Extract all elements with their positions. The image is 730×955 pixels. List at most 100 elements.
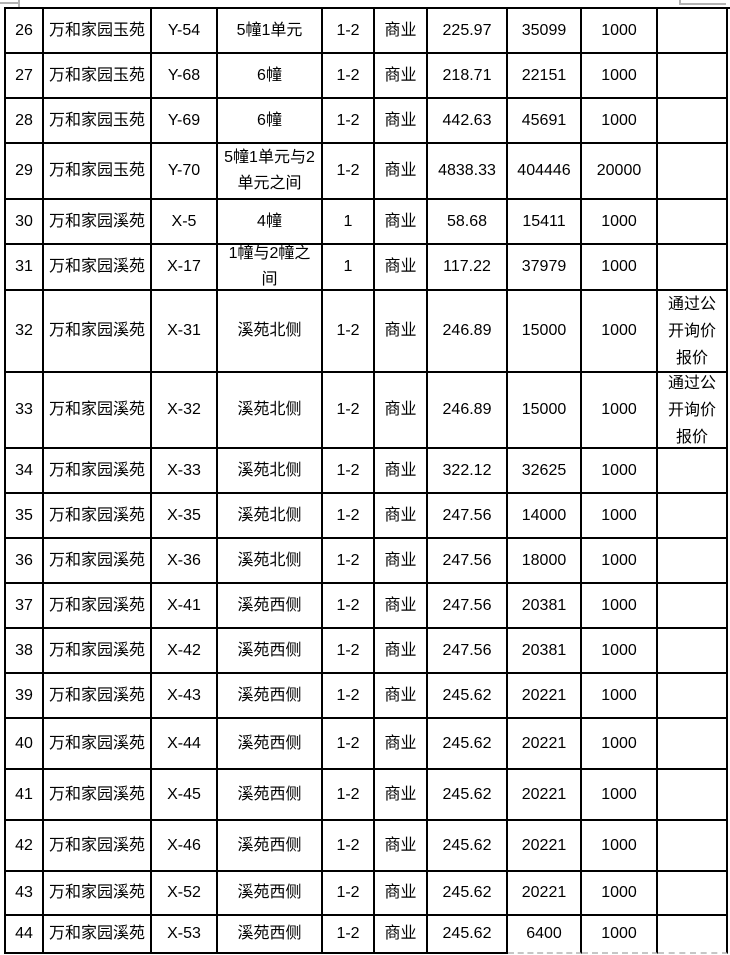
cell-amount: 18000 [508, 539, 582, 584]
cell-text: 溪苑北侧 [237, 551, 302, 569]
cell-text: 1000 [601, 506, 637, 524]
cell-text: 45691 [521, 111, 567, 129]
cell-location: 溪苑北侧 [218, 449, 323, 494]
cell-remark [658, 584, 728, 629]
cell-text: 6幢 [257, 111, 282, 129]
cell-text: 1-2 [336, 686, 360, 704]
cell-area-sqm: 58.68 [428, 200, 508, 245]
cell-text: X-52 [167, 884, 201, 901]
cell-usage-type: 商业 [375, 9, 428, 54]
cell-text: 万和家园溪苑 [48, 641, 145, 659]
cell-amount: 15411 [508, 200, 582, 245]
cell-text: 商业 [384, 641, 417, 659]
table-row: 27 万和家园玉苑 Y-68 6幢 1-2 商业 218.71 22151 1000 [6, 54, 730, 99]
cell-text: 245.62 [442, 836, 492, 854]
cell-text: 218.71 [442, 66, 492, 84]
cell-location: 溪苑北侧 [218, 494, 323, 539]
cell-text: 225.97 [442, 21, 492, 39]
cell-text: 1000 [601, 66, 637, 84]
cell-location: 溪苑西侧 [218, 674, 323, 719]
cell-price: 1000 [582, 245, 658, 291]
cell-text: 万和家园溪苑 [48, 596, 145, 614]
cell-location: 6幢 [218, 99, 323, 144]
cell-text: 20221 [521, 785, 567, 803]
cell-unit-code: Y-68 [152, 54, 218, 99]
cell-floor-range: 1 [323, 200, 375, 245]
cell-area-sqm: 245.62 [428, 719, 508, 770]
cell-text: 1-2 [336, 401, 360, 418]
cell-text: 1-2 [336, 785, 360, 803]
table-row: 36 万和家园溪苑 X-36 溪苑北侧 1-2 商业 247.56 18000 1000 [6, 539, 730, 584]
cell-remark [658, 494, 728, 539]
cell-text: X-17 [167, 258, 201, 275]
cell-area-sqm: 245.62 [428, 916, 508, 954]
cell-row-number: 26 [6, 9, 44, 54]
cell-text: 37979 [521, 258, 567, 275]
cell-usage-type: 商业 [375, 54, 428, 99]
cell-amount: 20221 [508, 674, 582, 719]
cell-text: 245.62 [442, 734, 492, 752]
cell-text: 1幢与2幢之间 [228, 245, 311, 288]
cell-floor-range: 1-2 [323, 539, 375, 584]
cell-area-sqm: 245.62 [428, 872, 508, 916]
cell-text: 38 [15, 641, 33, 659]
cell-amount: 20221 [508, 719, 582, 770]
cell-usage-type: 商业 [375, 584, 428, 629]
cell-remark [658, 54, 728, 99]
cell-price: 1000 [582, 872, 658, 916]
cell-floor-range: 1-2 [323, 99, 375, 144]
cell-estate-name: 万和家园溪苑 [44, 200, 152, 245]
cell-text: 溪苑西侧 [237, 836, 302, 854]
cell-unit-code: Y-54 [152, 9, 218, 54]
cell-text: 246.89 [442, 322, 492, 339]
cell-location: 溪苑西侧 [218, 821, 323, 872]
cell-row-number: 35 [6, 494, 44, 539]
cell-location: 1幢与2幢之间 [218, 245, 323, 291]
cell-estate-name: 万和家园玉苑 [44, 99, 152, 144]
cell-text: 溪苑西侧 [237, 686, 302, 704]
cell-text: 404446 [517, 162, 571, 179]
cell-price: 1000 [582, 719, 658, 770]
table-row: 26 万和家园玉苑 Y-54 5幢1单元 1-2 商业 225.97 35099 1000 [6, 9, 730, 54]
cell-text: 溪苑西侧 [237, 641, 302, 659]
cell-unit-code: X-45 [152, 770, 218, 821]
cell-area-sqm: 247.56 [428, 629, 508, 674]
cell-text: 5幢1单元与2单元之间 [224, 149, 315, 192]
cell-unit-code: X-36 [152, 539, 218, 584]
cell-row-number: 30 [6, 200, 44, 245]
cell-text: Y-69 [167, 111, 201, 129]
cell-text: 溪苑西侧 [237, 734, 302, 752]
cell-amount: 6400 [508, 916, 582, 954]
cell-text: 29 [15, 162, 33, 179]
cell-area-sqm: 245.62 [428, 821, 508, 872]
cell-text: 27 [15, 66, 33, 84]
cell-estate-name: 万和家园溪苑 [44, 674, 152, 719]
table-row: 33 万和家园溪苑 X-32 溪苑北侧 1-2 商业 246.89 15000 1000 通过公开… [6, 373, 730, 449]
cell-row-number: 43 [6, 872, 44, 916]
gridline-fragment-top-left-horizontal [0, 2, 18, 4]
table-row: 44 万和家园溪苑 X-53 溪苑西侧 1-2 商业 245.62 6400 1000 [6, 916, 730, 954]
lease-listing-table: 26 万和家园玉苑 Y-54 5幢1单元 1-2 商业 225.97 35099 1000 27 万… [4, 7, 730, 954]
cell-text: 万和家园溪苑 [48, 785, 145, 803]
cell-text: 15000 [521, 401, 567, 418]
cell-text: 15411 [522, 212, 566, 230]
cell-text: 6400 [526, 925, 562, 942]
cell-row-number: 32 [6, 291, 44, 373]
cell-location: 5幢1单元与2单元之间 [218, 144, 323, 200]
cell-row-number: 40 [6, 719, 44, 770]
cell-text: 32 [15, 322, 33, 339]
cell-text: 商业 [384, 322, 417, 339]
cell-unit-code: X-53 [152, 916, 218, 954]
cell-row-number: 28 [6, 99, 44, 144]
cell-text: X-36 [167, 551, 201, 569]
cell-text: 31 [15, 258, 33, 275]
cell-text: Y-68 [167, 66, 201, 84]
cell-text: 20221 [521, 884, 567, 901]
cell-amount: 20381 [508, 629, 582, 674]
cell-row-number: 39 [6, 674, 44, 719]
cell-estate-name: 万和家园溪苑 [44, 373, 152, 449]
cell-text: 商业 [384, 925, 417, 942]
cell-price: 1000 [582, 99, 658, 144]
cell-text: X-5 [171, 212, 197, 230]
cell-estate-name: 万和家园玉苑 [44, 9, 152, 54]
